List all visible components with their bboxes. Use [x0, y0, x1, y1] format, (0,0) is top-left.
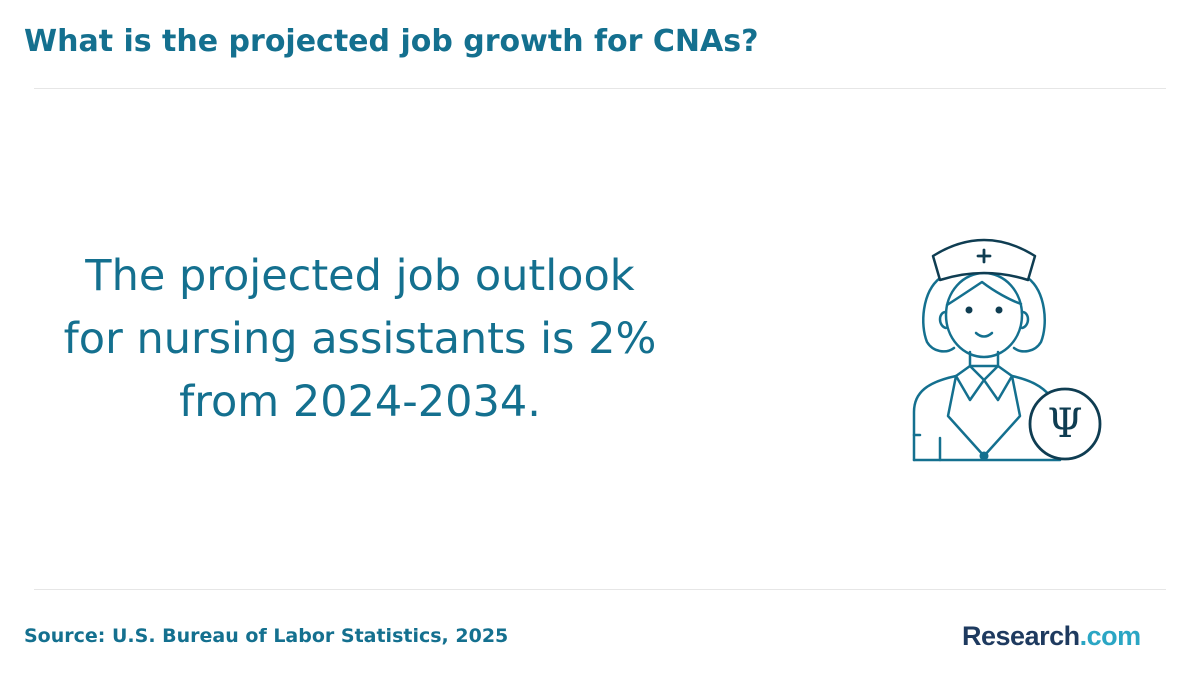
statement-line-3: from 2024-2034.: [179, 377, 541, 427]
page-title: What is the projected job growth for CNA…: [24, 24, 759, 59]
psi-symbol-icon: Ψ: [1047, 401, 1083, 447]
statement-line-1: The projected job outlook: [85, 251, 635, 301]
nurse-psychology-icon: Ψ: [900, 230, 1115, 470]
logo-primary: Research: [962, 621, 1080, 651]
bottom-divider: [34, 589, 1166, 590]
statement-line-2: for nursing assistants is 2%: [63, 314, 657, 364]
top-divider: [34, 88, 1166, 89]
main-statement: The projected job outlook for nursing as…: [40, 245, 680, 434]
research-com-logo: Research.com: [962, 620, 1141, 652]
logo-secondary: .com: [1079, 621, 1142, 651]
source-citation: Source: U.S. Bureau of Labor Statistics,…: [24, 625, 509, 647]
